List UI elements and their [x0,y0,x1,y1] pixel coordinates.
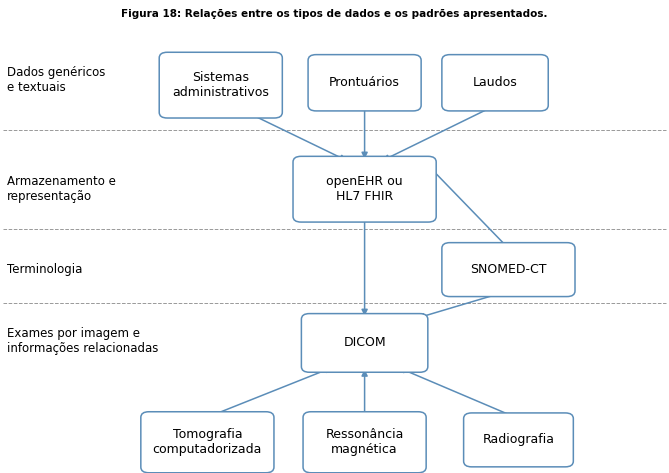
FancyBboxPatch shape [293,156,436,222]
Text: Armazenamento e
representação: Armazenamento e representação [7,175,116,203]
Text: DICOM: DICOM [343,336,386,350]
Text: Prontuários: Prontuários [329,76,400,89]
FancyBboxPatch shape [159,53,282,118]
Text: Ressonância
magnética: Ressonância magnética [325,428,404,456]
Text: Sistemas
administrativos: Sistemas administrativos [173,71,269,99]
FancyBboxPatch shape [141,412,274,473]
FancyBboxPatch shape [442,55,549,111]
Text: Tomografia
computadorizada: Tomografia computadorizada [153,428,262,456]
Text: Laudos: Laudos [473,76,517,89]
FancyBboxPatch shape [442,243,575,297]
FancyBboxPatch shape [464,413,573,467]
Text: Radiografia: Radiografia [482,433,555,447]
FancyBboxPatch shape [308,55,421,111]
Text: Terminologia: Terminologia [7,263,82,276]
Text: openEHR ou
HL7 FHIR: openEHR ou HL7 FHIR [326,175,403,203]
Text: Exames por imagem e
informações relacionadas: Exames por imagem e informações relacion… [7,326,158,355]
Text: SNOMED-CT: SNOMED-CT [470,263,547,276]
Text: Dados genéricos
e textuais: Dados genéricos e textuais [7,66,105,95]
Text: Figura 18: Relações entre os tipos de dados e os padrões apresentados.: Figura 18: Relações entre os tipos de da… [121,9,548,19]
FancyBboxPatch shape [303,412,426,473]
FancyBboxPatch shape [301,314,428,372]
